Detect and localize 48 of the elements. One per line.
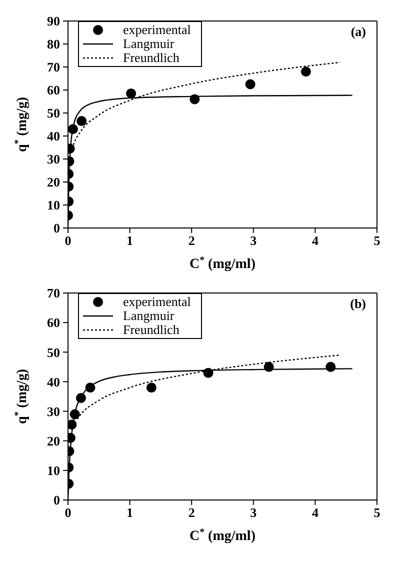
point bbox=[76, 392, 86, 403]
x-tick-label: 4 bbox=[312, 233, 319, 248]
y-tick-label: 50 bbox=[47, 106, 60, 121]
point bbox=[85, 382, 96, 393]
y-tick-label: 40 bbox=[47, 374, 60, 390]
x-axis-title: C$^{*}$ (mg/ml) bbox=[190, 254, 256, 272]
legend-label: experimental bbox=[123, 22, 191, 37]
legend-label: Langmuir bbox=[123, 308, 174, 323]
y-tick-label: 10 bbox=[47, 463, 60, 478]
x-tick-label: 1 bbox=[126, 233, 134, 248]
y-tick-label: 20 bbox=[47, 433, 60, 448]
legend-label: Freundlich bbox=[123, 50, 180, 65]
x-tick-label: 3 bbox=[250, 505, 258, 520]
y-tick-label: 90 bbox=[47, 14, 60, 29]
point bbox=[70, 409, 80, 420]
y-tick-label: 80 bbox=[47, 36, 60, 52]
x-tick-label: 3 bbox=[250, 233, 258, 248]
point bbox=[203, 368, 214, 378]
y-tick-label: 40 bbox=[47, 128, 60, 144]
x-tick-label: 5 bbox=[374, 233, 381, 248]
x-tick-label: 5 bbox=[374, 505, 381, 520]
point bbox=[264, 362, 274, 372]
x-tick-label: 4 bbox=[312, 505, 319, 520]
point bbox=[326, 362, 336, 372]
y-tick-label: 30 bbox=[47, 152, 60, 167]
y-tick-label: 0 bbox=[54, 220, 60, 236]
y-tick-label: 60 bbox=[47, 315, 60, 330]
y-tick-label: 70 bbox=[47, 286, 60, 301]
point bbox=[146, 382, 156, 393]
y-tick-label: 50 bbox=[47, 344, 60, 360]
annotation: (a) bbox=[350, 24, 366, 40]
y-tick-label: 10 bbox=[47, 198, 60, 213]
legend-label: experimental bbox=[123, 294, 191, 309]
x-axis-title: C$^{*}$ (mg/ml) bbox=[190, 526, 256, 544]
legend-label: Langmuir bbox=[123, 36, 174, 51]
point bbox=[68, 420, 77, 430]
y-tick-label: 30 bbox=[47, 404, 60, 419]
y-tick-label: 70 bbox=[47, 60, 60, 75]
y-tick-label: 20 bbox=[47, 174, 60, 190]
legend-label: Freundlich bbox=[123, 322, 180, 337]
annotation: (b) bbox=[350, 296, 366, 312]
x-tick-label: 2 bbox=[188, 233, 195, 248]
x-tick-label: 1 bbox=[126, 505, 134, 520]
x-tick-label: 0 bbox=[64, 233, 72, 248]
x-tick-label: 0 bbox=[64, 505, 72, 520]
x-tick-label: 2 bbox=[188, 505, 195, 520]
y-tick-label: 0 bbox=[54, 492, 60, 508]
y-tick-label: 60 bbox=[47, 82, 60, 98]
